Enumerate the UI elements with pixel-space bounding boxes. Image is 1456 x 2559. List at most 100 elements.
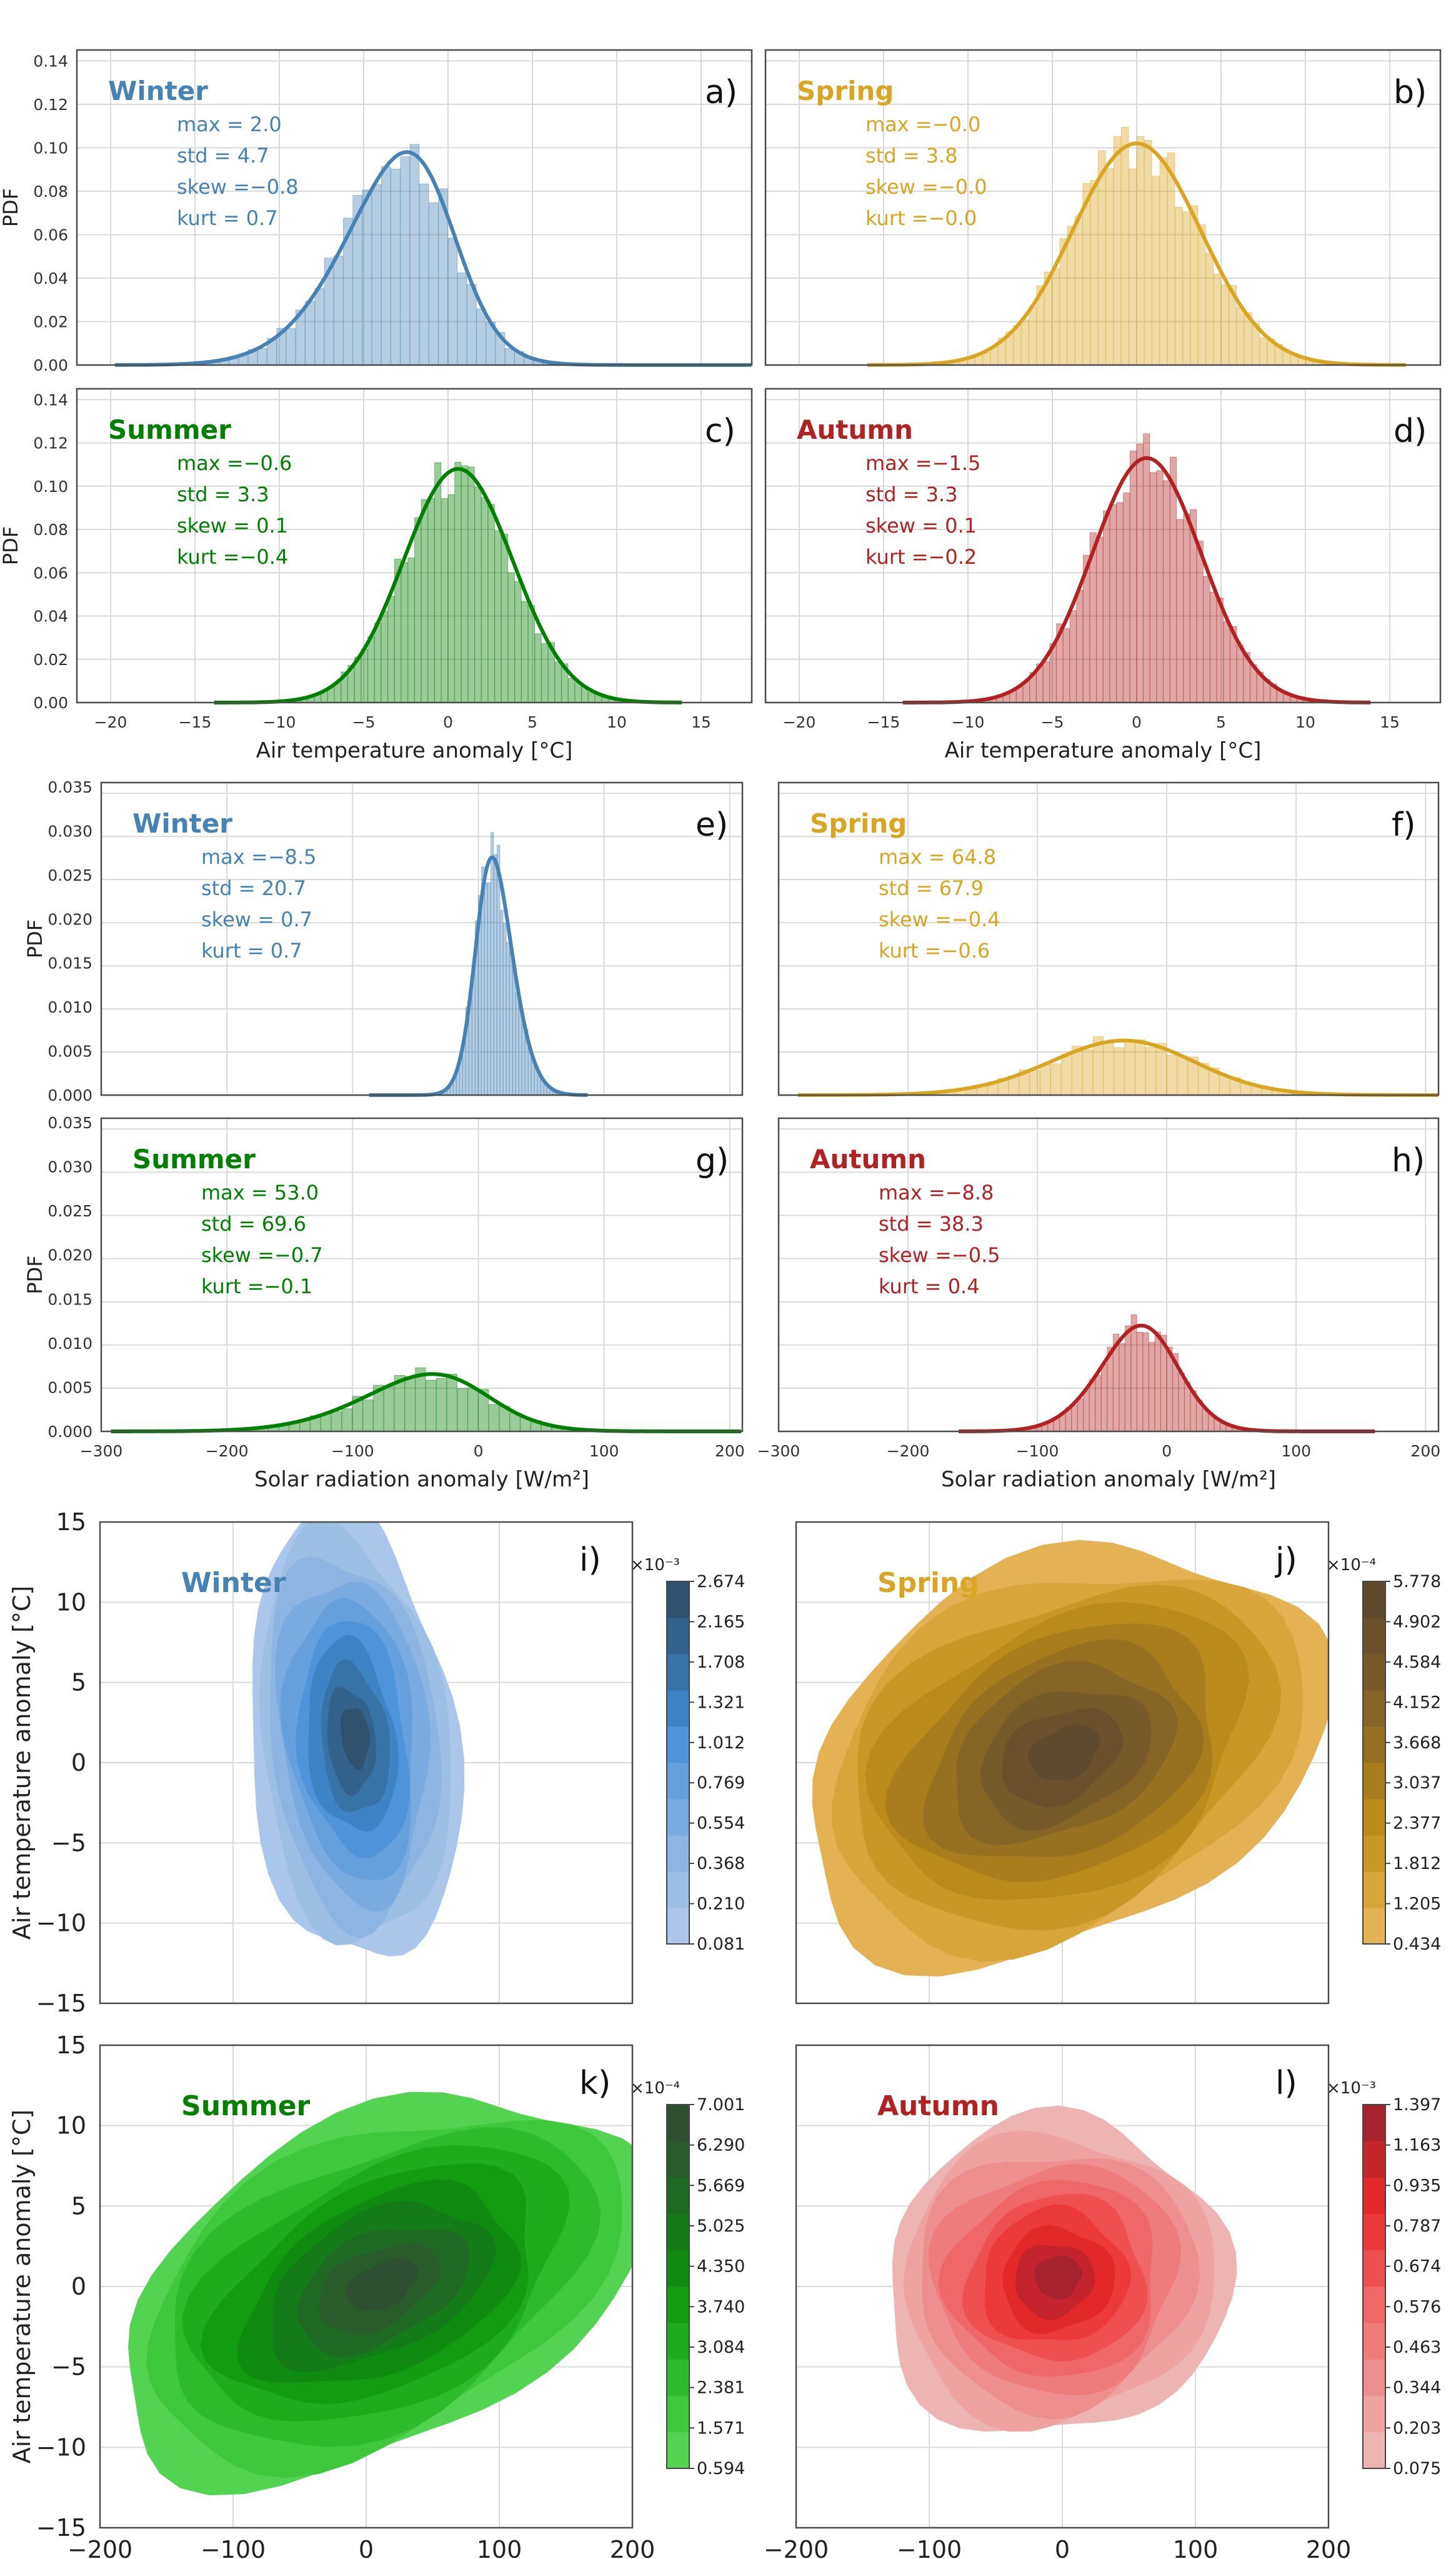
colorbar-swatch (1363, 1871, 1385, 1908)
x-tick-label: −20 (783, 713, 816, 731)
x-tick-label: 0 (474, 1442, 484, 1460)
hist-bar (1103, 511, 1110, 703)
y-tick-label: 0.10 (33, 139, 68, 157)
colorbar-exponent: ×10⁻³ (1327, 2079, 1376, 2098)
hist-bar (447, 238, 458, 366)
x-tick-label: −10 (952, 713, 985, 731)
x-tick-label: 5 (1216, 713, 1226, 731)
hist-bar (1213, 273, 1222, 366)
y-tick-label: −15 (36, 2514, 86, 2541)
hist-bar (391, 168, 401, 366)
y-tick-label: 0.02 (33, 313, 68, 331)
colorbar-swatch (1363, 2105, 1385, 2141)
hist-bar (1109, 504, 1117, 703)
hist-bar (521, 601, 529, 703)
y-axis-label: Air temperature anomaly [°C] (8, 2110, 36, 2463)
panel-g: 0.000 0.005 0.010 0.015 0.020 0.025 0.030 0.035… (23, 1114, 745, 1492)
hist-bar (494, 530, 502, 703)
y-tick-label: 0 (71, 1749, 86, 1776)
colorbar-label: 0.554 (697, 1814, 745, 1833)
stat-label: kurt = 0.4 (879, 1274, 980, 1298)
y-tick-label: 0.08 (33, 521, 68, 539)
x-tick-label: −300 (757, 1442, 800, 1460)
stat-label: kurt =−0.0 (865, 206, 977, 230)
hist-bar (1076, 590, 1084, 703)
hist-bar (457, 1388, 468, 1432)
colorbar-swatch (667, 2141, 689, 2178)
hist-bar (503, 923, 507, 1096)
x-tick-label: −200 (67, 2536, 132, 2559)
hist-bar (1183, 513, 1190, 703)
panel-letter: k) (579, 2065, 611, 2102)
hist-bar (426, 1380, 437, 1432)
season-label: Summer (108, 414, 231, 445)
stat-label: skew =−0.5 (879, 1243, 1000, 1267)
x-tick-label: 5 (527, 713, 537, 731)
hist-bar (1137, 1331, 1144, 1432)
hist-bar (1075, 216, 1083, 366)
x-axis-label: Air temperature anomaly [°C] (945, 738, 1262, 763)
x-tick-label: −5 (352, 713, 376, 731)
hist-bar (407, 558, 415, 703)
y-axis-label: Air temperature anomaly [°C] (8, 1586, 36, 1940)
stat-label: max = 53.0 (201, 1181, 319, 1204)
colorbar-label: 2.165 (697, 1612, 745, 1631)
x-tick-label: 15 (1380, 713, 1400, 731)
colorbar-swatch (1363, 2286, 1385, 2323)
hist-bar (1159, 157, 1168, 366)
hist-bar (1042, 661, 1050, 703)
x-tick-label: 10 (607, 713, 627, 731)
colorbar-label: 4.902 (1393, 1612, 1441, 1631)
axes-frame (764, 388, 1442, 704)
axes-frame (99, 2044, 634, 2529)
hist-bar (1095, 1375, 1102, 1432)
colorbar-swatch (1363, 2395, 1385, 2433)
season-label: Autumn (797, 414, 913, 445)
hist-bar (1089, 1379, 1095, 1432)
y-tick-label: 0.000 (47, 1086, 92, 1104)
colorbar-frame (666, 2104, 690, 2469)
hist-bar (516, 992, 519, 1096)
hist-bar (1177, 1056, 1188, 1096)
y-axis-label: PDF (23, 919, 47, 958)
colorbar-label: 0.576 (1393, 2297, 1441, 2316)
season-label: Spring (797, 76, 894, 106)
stat-label: skew =−0.4 (879, 908, 1000, 931)
colorbar-label: 0.368 (697, 1854, 745, 1873)
hist-bar (447, 494, 455, 703)
y-tick-label: 0.02 (33, 651, 68, 669)
axes-frame (99, 1521, 634, 2005)
kde-line (214, 467, 682, 704)
colorbar-swatch (1363, 1908, 1385, 1945)
hist-bar (1125, 1325, 1131, 1432)
hist-bar (1166, 1054, 1177, 1096)
y-tick-label: 0.025 (47, 1202, 92, 1220)
hist-bar (1205, 253, 1214, 366)
stat-label: kurt =−0.4 (177, 545, 288, 569)
y-tick-label: −15 (36, 1990, 86, 2017)
x-axis-label: Solar radiation anomaly [W/m²] (254, 1467, 589, 1492)
hist-bar (1149, 472, 1157, 703)
hist-bar (1259, 337, 1268, 366)
x-tick-label: −100 (897, 2536, 962, 2559)
y-tick-label: 10 (56, 1588, 86, 1616)
hist-bar (1103, 1042, 1114, 1096)
hist-bar (1130, 1314, 1137, 1432)
stat-label: std = 3.3 (177, 483, 269, 506)
y-tick-label: 0.10 (33, 478, 68, 496)
panel-e: 0.000 0.005 0.010 0.015 0.020 0.025 0.030 0.035… (23, 778, 744, 1104)
stat-label: skew =−0.0 (865, 175, 987, 199)
y-tick-label: −5 (51, 1829, 86, 1856)
hist-bar (454, 461, 462, 703)
panel-letter: f) (1392, 806, 1416, 844)
hist-bar (1223, 621, 1230, 703)
x-tick-label: 0 (1132, 713, 1142, 731)
colorbar-swatch (667, 2395, 689, 2433)
x-tick-label: 0 (1055, 2536, 1070, 2559)
x-tick-label: −15 (867, 713, 900, 731)
colorbar-swatch (1363, 2177, 1385, 2215)
hist-bar (429, 202, 439, 366)
stat-label: std = 3.3 (865, 483, 958, 506)
hist-bar (1236, 645, 1244, 703)
panel-letter: a) (705, 74, 737, 111)
